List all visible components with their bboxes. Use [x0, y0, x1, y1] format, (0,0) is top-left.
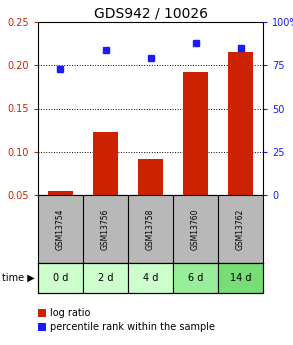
Text: GSM13754: GSM13754: [56, 208, 65, 250]
Bar: [173, 263, 218, 293]
Text: GSM13758: GSM13758: [146, 208, 155, 250]
Bar: [48, 191, 73, 195]
Text: GSM13760: GSM13760: [191, 208, 200, 250]
Text: GSM13756: GSM13756: [101, 208, 110, 250]
Bar: [83, 263, 128, 293]
Text: 14 d: 14 d: [230, 273, 251, 283]
Bar: [93, 132, 118, 195]
Text: 4 d: 4 d: [143, 273, 158, 283]
Text: 2 d: 2 d: [98, 273, 113, 283]
Text: time ▶: time ▶: [2, 273, 35, 283]
Bar: [218, 263, 263, 293]
Text: log ratio: log ratio: [50, 308, 90, 318]
Text: 0 d: 0 d: [53, 273, 68, 283]
Text: 6 d: 6 d: [188, 273, 203, 283]
Bar: [138, 159, 163, 195]
Bar: [183, 72, 208, 195]
Title: GDS942 / 10026: GDS942 / 10026: [93, 7, 207, 21]
Text: percentile rank within the sample: percentile rank within the sample: [50, 322, 215, 332]
Text: GSM13762: GSM13762: [236, 208, 245, 250]
Bar: [228, 52, 253, 195]
Bar: [128, 263, 173, 293]
Bar: [38, 263, 83, 293]
